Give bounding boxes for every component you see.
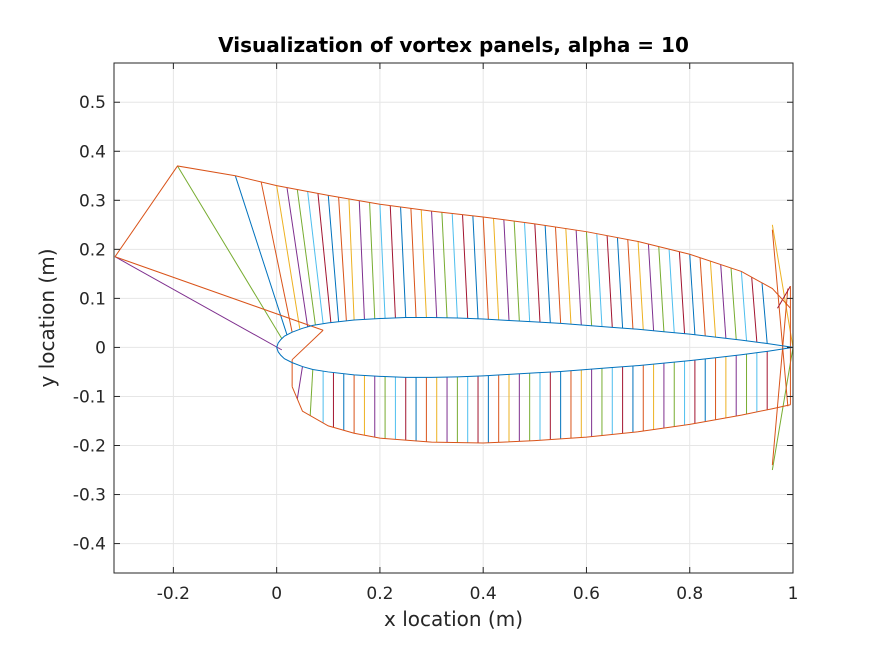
upper-panel-line — [606, 235, 613, 328]
y-tick-label: 0.2 — [79, 240, 106, 260]
x-tick-label: 0 — [271, 584, 282, 604]
upper-panel-line — [260, 181, 293, 333]
outer-boundary-segment — [114, 256, 324, 331]
upper-panel-line — [740, 271, 748, 341]
extra-panel-line — [777, 285, 791, 309]
upper-panel-line — [296, 189, 316, 326]
outer-boundary-upper — [114, 165, 791, 309]
upper-panel-line — [286, 187, 309, 327]
extra-panel-line — [114, 256, 283, 351]
upper-panel-line — [462, 214, 469, 319]
upper-panel-line — [730, 267, 737, 340]
upper-panel-line — [534, 223, 541, 323]
x-tick-label: 0.8 — [676, 584, 703, 604]
upper-panel-line — [585, 231, 593, 326]
upper-panel-line — [658, 246, 665, 332]
upper-panel-line — [554, 226, 562, 324]
upper-panel-line — [720, 264, 727, 339]
axis-ticks: -0.2 0 0.2 0.4 0.6 0.8 1 -0.4 -0.3 -0.2 -0.1 0 0.1 0.… — [73, 63, 799, 604]
upper-panel-line — [637, 241, 644, 330]
y-tick-label: -0.4 — [73, 535, 106, 555]
upper-panel-line — [627, 239, 634, 329]
upper-panel-line — [348, 198, 355, 320]
upper-panel-line — [441, 212, 448, 318]
upper-panel-line — [493, 218, 500, 320]
upper-panel-line — [678, 251, 686, 334]
upper-panel-line — [400, 206, 407, 318]
upper-panel-line — [596, 233, 603, 327]
upper-panel-line — [389, 205, 396, 318]
extra-panel-line — [771, 288, 789, 466]
extra-panel-line — [771, 347, 794, 471]
y-tick-label: 0.4 — [79, 142, 106, 162]
y-tick-label: 0.1 — [79, 289, 106, 309]
upper-panel-line — [338, 197, 347, 321]
upper-panel-line — [761, 282, 768, 344]
upper-panel-line — [513, 221, 520, 322]
plot-area — [114, 165, 794, 471]
upper-panel-line — [234, 175, 288, 335]
y-tick-label: 0 — [95, 338, 106, 358]
extra-panel-line — [771, 229, 789, 407]
chart-title: Visualization of vortex panels, alpha = … — [218, 33, 689, 57]
y-tick-label: -0.2 — [73, 437, 106, 457]
upper-panel-line — [317, 193, 332, 323]
y-tick-label: 0.5 — [79, 93, 106, 113]
upper-panel-line — [565, 228, 572, 325]
lower-panel-line — [309, 369, 314, 416]
upper-panel-line — [307, 191, 324, 324]
upper-panel-line — [472, 215, 479, 319]
upper-panel-line — [544, 225, 551, 323]
x-axis-label: x location (m) — [384, 607, 523, 631]
outer-boundary-segment — [291, 329, 324, 361]
x-tick-label: 0.6 — [573, 584, 600, 604]
upper-panel-line — [369, 202, 376, 319]
upper-panel-line — [420, 209, 427, 318]
y-tick-label: -0.1 — [73, 387, 106, 407]
airfoil-lower-surface — [276, 346, 794, 378]
upper-panel-line — [379, 204, 386, 319]
upper-panel-line — [276, 185, 301, 330]
lower-panel-line — [296, 366, 303, 399]
upper-panel-line — [503, 219, 510, 321]
x-tick-label: 0.4 — [470, 584, 497, 604]
x-tick-label: 1 — [788, 584, 799, 604]
y-tick-label: 0.3 — [79, 191, 106, 211]
upper-panel-line — [482, 216, 489, 320]
outer-boundary-lower — [291, 386, 791, 444]
upper-panel-line — [358, 200, 365, 320]
upper-panel-line — [699, 257, 706, 336]
upper-panel-line — [410, 208, 417, 318]
upper-panel-line — [709, 261, 717, 338]
upper-panel-line — [668, 249, 675, 333]
upper-panel-line — [431, 211, 438, 318]
upper-panel-line — [751, 277, 758, 343]
y-axis-label: y location (m) — [35, 249, 59, 388]
upper-panel-line — [451, 213, 458, 319]
y-tick-label: -0.3 — [73, 486, 106, 506]
upper-panel-line — [575, 230, 582, 325]
upper-panel-line — [616, 237, 624, 329]
airfoil-upper-surface — [276, 317, 794, 348]
upper-panel-line — [689, 254, 696, 335]
x-tick-label: -0.2 — [157, 584, 190, 604]
upper-panel-line — [523, 222, 531, 322]
upper-panel-line — [327, 195, 340, 322]
upper-panel-line — [647, 244, 655, 331]
extra-panel-line — [771, 224, 794, 348]
axes-box — [113, 62, 794, 574]
x-tick-label: 0.2 — [366, 584, 393, 604]
